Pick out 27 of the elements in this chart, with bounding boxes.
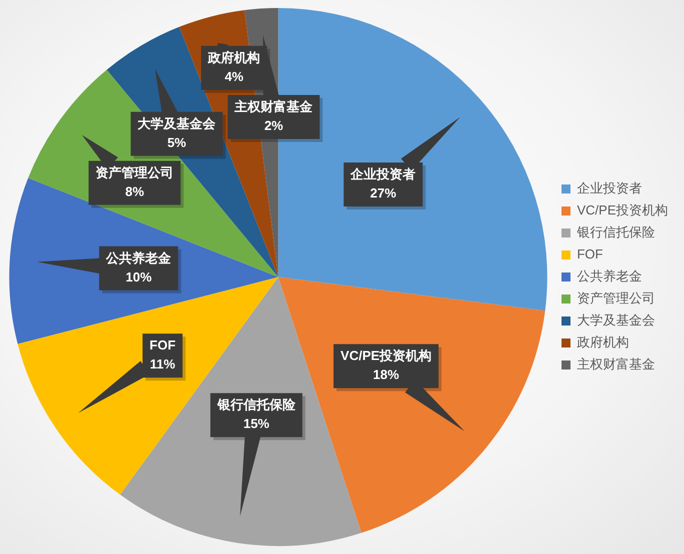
data-label: 4% [224,69,244,84]
legend-label: 企业投资者 [576,180,642,196]
data-label: 27% [370,186,397,201]
data-label: 15% [243,416,270,432]
slice-label: 资产管理公司 [96,164,174,180]
slice-label: 政府机构 [207,50,260,66]
legend-label: 政府机构 [576,334,629,350]
legend-label: 主权财富基金 [576,356,655,372]
slice-label: 大学及基金会 [138,116,217,131]
legend-label: FOF [576,246,604,262]
data-label: 5% [167,134,187,150]
legend-label: 公共养老金 [576,268,642,284]
data-label: 10% [126,269,152,284]
data-label: 8% [125,184,144,199]
data-label: 18% [373,367,400,382]
slice-label: FOF [150,338,176,353]
slice-label: 银行信托保险 [216,397,296,412]
slice-label: 公共养老金 [105,250,172,266]
legend-label: 大学及基金会 [576,312,655,328]
legend-label: VC/PE投资机构 [576,202,668,218]
slice-label: 主权财富基金 [234,99,314,114]
legend-label: 银行信托保险 [576,224,655,240]
data-label: 11% [150,356,176,372]
data-label: 2% [264,118,284,134]
slice-label: 企业投资者 [350,166,416,182]
legend-label: 资产管理公司 [576,290,655,306]
slice-label: VC/PE投资机构 [340,348,432,364]
